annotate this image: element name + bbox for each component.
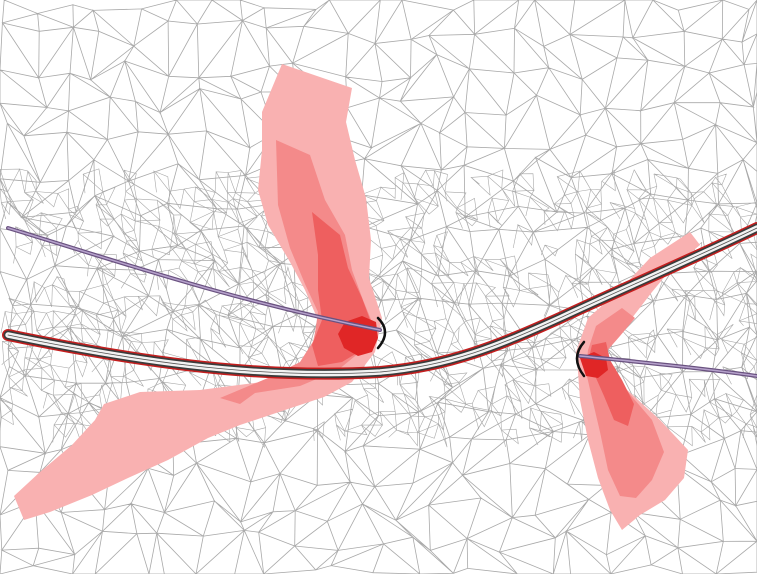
left-pipeline-highlight: [7, 227, 381, 331]
outfall-markers: [376, 316, 586, 378]
bracket-marker-icon: [575, 340, 586, 378]
road-centerline: [7, 227, 757, 375]
road-band: [2, 222, 757, 380]
bracket-marker-icon: [376, 316, 387, 350]
right-pipeline-highlight: [579, 355, 757, 377]
pipelines: [6, 226, 757, 378]
